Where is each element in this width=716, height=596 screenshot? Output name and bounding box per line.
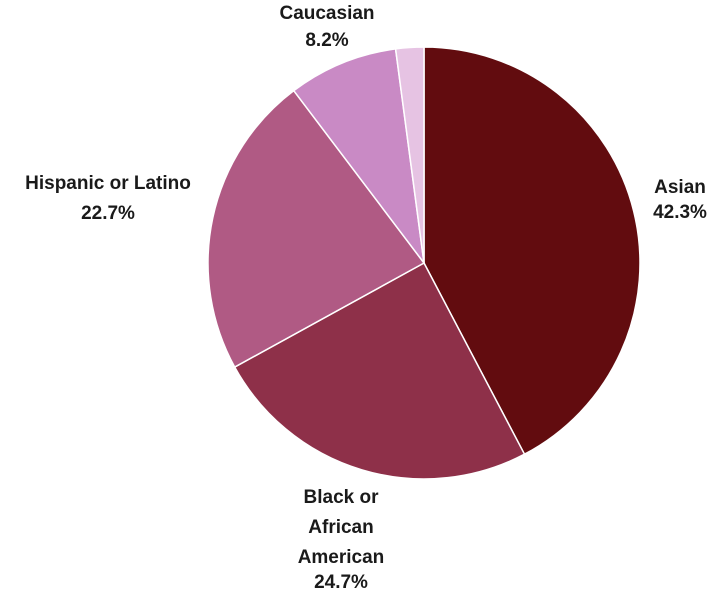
pie-labels: Asian 42.3% Black or African American 24… [25, 3, 707, 593]
slice-category-black-line-2: African [308, 517, 373, 538]
slice-category-hispanic: Hispanic or Latino [25, 173, 191, 194]
slice-value-hispanic-or-latino: 22.7% [81, 203, 135, 224]
pie-slice-asian [423, 46, 641, 456]
pie-slice-hispanic-or-latino [207, 89, 426, 369]
slice-label-caucasian: Caucasian 8.2% [279, 3, 374, 51]
slice-value-asian: 42.3% [653, 202, 707, 223]
pie-slices [207, 46, 641, 480]
pie-slice-caucasian [292, 48, 426, 266]
slice-value-black-or-african-american: 24.7% [314, 572, 368, 593]
slice-label-hispanic-or-latino: Hispanic or Latino 22.7% [25, 173, 191, 224]
pie-slice-unlabeled [394, 46, 425, 264]
slice-category-black-line-1: Black or [304, 487, 380, 508]
pie-slice-black-or-african-american [233, 261, 526, 480]
slice-category-caucasian: Caucasian [279, 3, 374, 24]
slice-label-asian: Asian 42.3% [653, 177, 707, 223]
slice-category-black-line-3: American [298, 547, 385, 568]
slice-category-asian: Asian [654, 177, 706, 198]
slice-label-black-or-african-american: Black or African American 24.7% [298, 487, 385, 593]
slice-value-caucasian: 8.2% [305, 30, 348, 51]
